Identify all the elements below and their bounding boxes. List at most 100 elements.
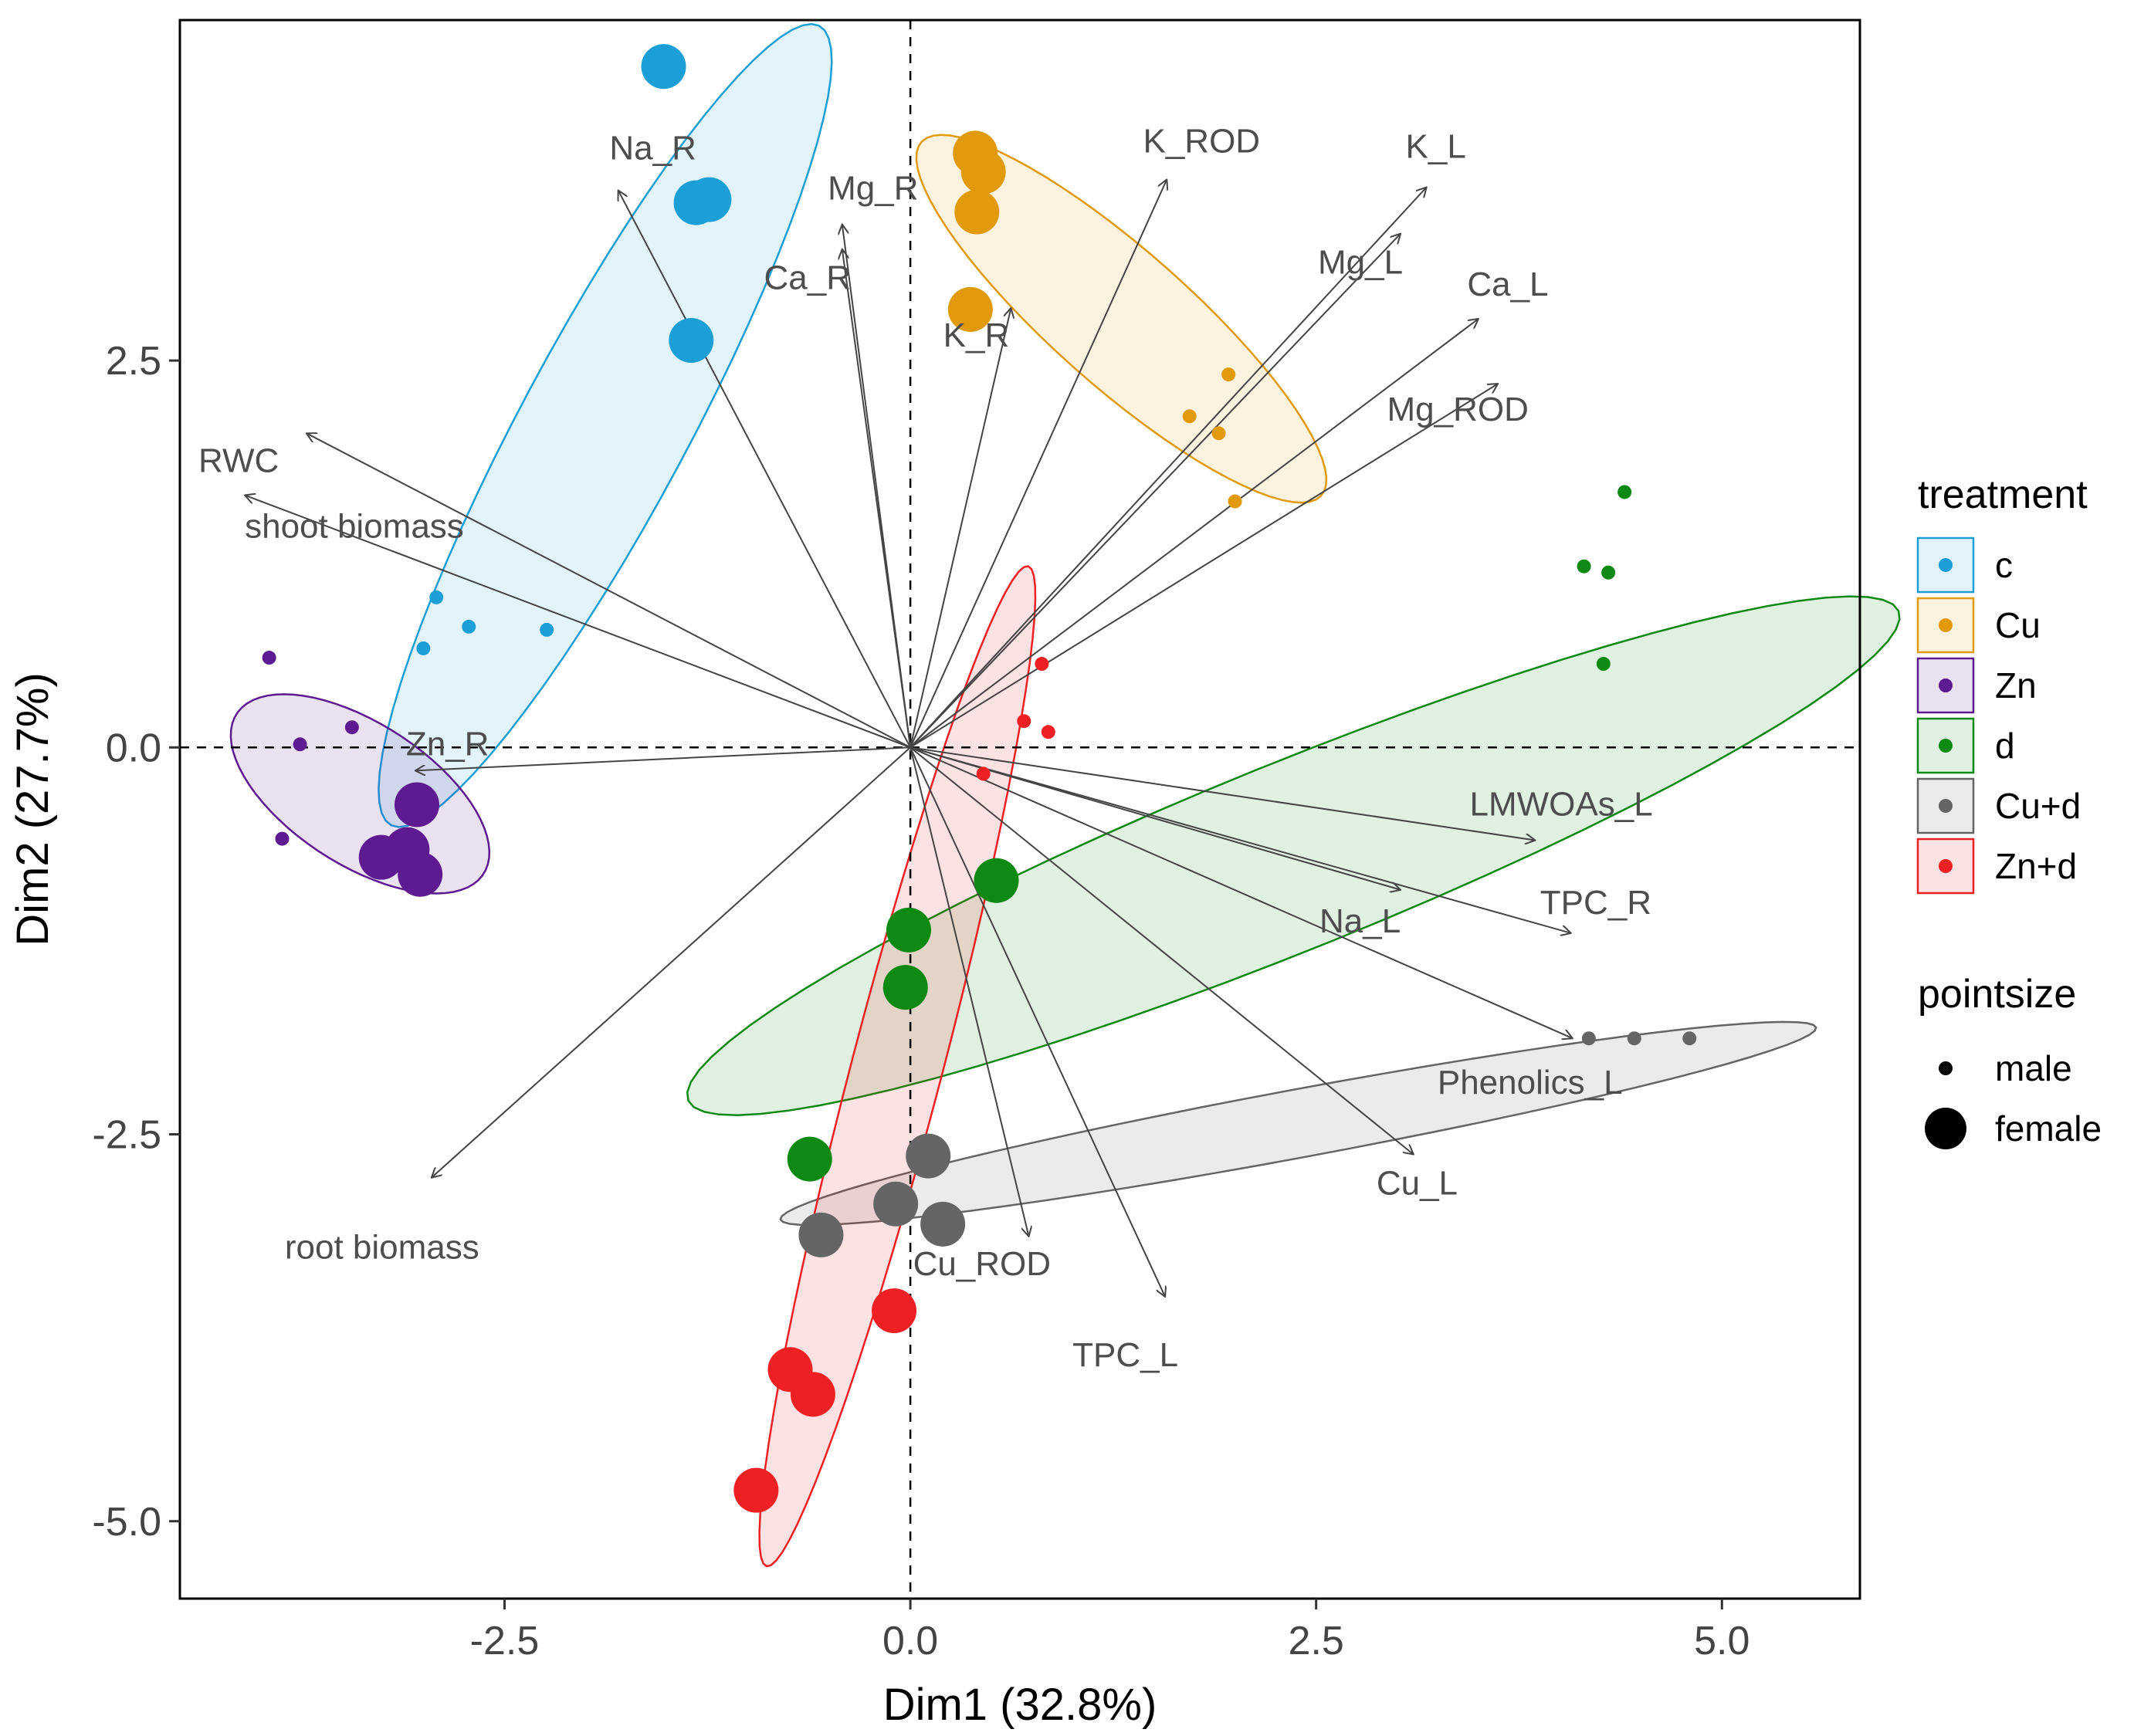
point-cu-plus-d-female-1 [906, 1133, 951, 1179]
legend-key-dot-zn [1939, 678, 1953, 692]
point-c-male-4 [540, 622, 554, 637]
point-cu-plus-d-male-3 [1682, 1031, 1697, 1046]
loading-arrow-lmwoas-l [909, 746, 1535, 840]
point-zn-male-4 [275, 831, 290, 846]
legend-item-cu: Cu [1916, 597, 2041, 654]
y-tick-label: 0.0 [106, 726, 161, 770]
variable-label-rwc: RWC [198, 442, 279, 479]
confidence-ellipse-cu-plus-d [779, 1020, 1817, 1227]
variable-label-phenolics-l: Phenolics_L [1438, 1064, 1623, 1101]
variable-label-cu-l: Cu_L [1377, 1165, 1458, 1203]
point-c-female-4 [669, 318, 714, 364]
legend-item-female: female [1925, 1108, 2102, 1149]
legend-key-dot-d [1939, 739, 1953, 753]
legend-item-male: male [1939, 1048, 2072, 1088]
point-c-male-2 [462, 619, 476, 634]
loading-arrow-shoot-biomass [245, 496, 911, 749]
loading-arrow-tpc-l [909, 746, 1165, 1297]
loading-arrow-ca-l [909, 319, 1479, 749]
point-d-male-3 [1601, 565, 1616, 580]
point-cu-plus-d-female-4 [798, 1212, 844, 1257]
point-zn-plus-d-male-3 [1041, 725, 1055, 739]
variable-label-tpc-r: TPC_R [1540, 884, 1651, 922]
legend-item-zn-plus-d: Zn+d [1916, 838, 2077, 895]
variable-label-mg-rod: Mg_ROD [1387, 391, 1528, 428]
point-cu-plus-d-male-1 [1581, 1031, 1596, 1046]
loading-arrow-cu-l [909, 746, 1414, 1154]
variable-label-root-biomass: root biomass [285, 1229, 479, 1267]
point-c-female-1 [641, 44, 686, 90]
point-zn-male-3 [344, 720, 359, 735]
legend-item-c: c [1916, 536, 2013, 594]
legend-item-zn: Zn [1916, 657, 2037, 714]
point-zn-plus-d-male-2 [1017, 714, 1031, 729]
legend-key-dot-cu-plus-d [1939, 799, 1953, 813]
point-zn-female-4 [398, 851, 443, 897]
loading-arrow-ca-r [842, 249, 912, 748]
variable-label-shoot-biomass: shoot biomass [245, 508, 464, 546]
legend-label-cu: Cu [1995, 605, 2041, 645]
legend-key-male [1939, 1061, 1953, 1075]
legend-item-cu-plus-d: Cu+d [1916, 777, 2081, 834]
point-zn-plus-d-male-1 [1035, 657, 1049, 672]
legend-item-d: d [1916, 717, 2015, 774]
variable-label-na-r: Na_R [609, 130, 696, 168]
legend-label-zn: Zn [1995, 665, 2037, 706]
loading-arrow-phenolics-l [909, 746, 1573, 1038]
point-d-female-1 [974, 858, 1019, 903]
point-zn-plus-d-female-4 [733, 1467, 779, 1513]
y-tick-label: -2.5 [92, 1113, 161, 1158]
loading-arrow-mg-l [909, 234, 1401, 748]
point-zn-female-1 [394, 782, 439, 827]
variable-label-mg-l: Mg_L [1318, 244, 1403, 282]
point-zn-plus-d-female-1 [872, 1288, 917, 1334]
point-c-male-1 [429, 590, 444, 604]
x-tick-label: 2.5 [1289, 1619, 1344, 1663]
x-tick-label: 5.0 [1694, 1619, 1750, 1663]
point-cu-female-3 [954, 189, 1000, 235]
variable-label-lmwoas-l: LMWOAs_L [1470, 786, 1653, 824]
legend-key-female [1925, 1108, 1966, 1149]
loading-arrow-root-biomass [432, 746, 911, 1177]
legend-title-pointsize: pointsize [1918, 972, 2076, 1017]
point-d-female-2 [886, 907, 931, 953]
plot-panel-border [178, 19, 1861, 1600]
variable-label-ca-r: Ca_R [764, 259, 852, 297]
point-zn-male-1 [262, 651, 276, 665]
legend-label-d: d [1995, 726, 2015, 766]
point-d-male-4 [1596, 657, 1611, 672]
y-tick-label: 2.5 [106, 339, 161, 384]
legend-label-zn-plus-d: Zn+d [1995, 846, 2077, 886]
variable-label-na-l: Na_L [1319, 902, 1401, 940]
point-cu-plus-d-female-3 [920, 1201, 966, 1247]
legend-key-dot-cu [1939, 618, 1953, 632]
loading-arrow-zn-r [415, 746, 911, 770]
confidence-ellipse-c [378, 22, 833, 828]
variable-label-tpc-l: TPC_L [1072, 1336, 1178, 1374]
point-d-male-1 [1617, 485, 1632, 499]
loading-arrow-mg-rod [909, 384, 1498, 749]
point-c-male-3 [416, 641, 431, 655]
variable-label-cu-rod: Cu_ROD [913, 1245, 1052, 1283]
point-cu-male-2 [1182, 409, 1197, 424]
variable-label-k-l: K_L [1406, 128, 1466, 166]
point-cu-male-3 [1211, 426, 1226, 441]
legend-label-cu-plus-d: Cu+d [1995, 786, 2081, 826]
variable-label-k-rod: K_ROD [1143, 123, 1260, 161]
x-axis-title: Dim1 (32.8%) [883, 1680, 1157, 1730]
loading-arrow-k-l [909, 188, 1427, 748]
loading-arrow-tpc-r [909, 746, 1571, 933]
loading-arrow-rwc [307, 433, 911, 749]
point-zn-plus-d-female-3 [790, 1372, 835, 1417]
point-d-female-4 [787, 1136, 832, 1182]
point-cu-female-2 [960, 149, 1006, 195]
loading-arrow-k-r [909, 308, 1011, 748]
legend-key-dot-zn-plus-d [1939, 859, 1953, 873]
legend-label-female: female [1995, 1108, 2102, 1149]
legend-label-male: male [1995, 1048, 2072, 1088]
point-c-female-3 [686, 177, 732, 222]
legend-title-treatment: treatment [1918, 472, 2088, 517]
point-zn-male-2 [293, 737, 307, 752]
variable-label-zn-r: Zn_R [406, 725, 489, 763]
